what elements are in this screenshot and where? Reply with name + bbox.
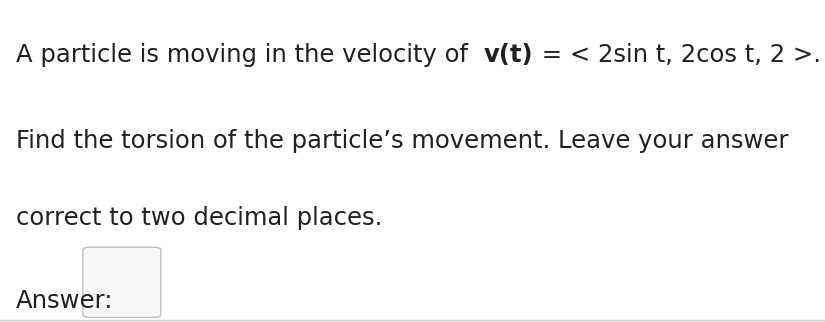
FancyBboxPatch shape: [82, 247, 161, 317]
Text: Answer:: Answer:: [16, 289, 113, 313]
Text: correct to two decimal places.: correct to two decimal places.: [16, 206, 382, 230]
Text: A particle is moving in the velocity of: A particle is moving in the velocity of: [16, 43, 475, 67]
Text: Find the torsion of the particle’s movement. Leave your answer: Find the torsion of the particle’s movem…: [16, 129, 788, 153]
Text: = < 2sin t, 2cos t, 2 >.: = < 2sin t, 2cos t, 2 >.: [535, 43, 822, 67]
Text: v(t): v(t): [484, 43, 534, 67]
